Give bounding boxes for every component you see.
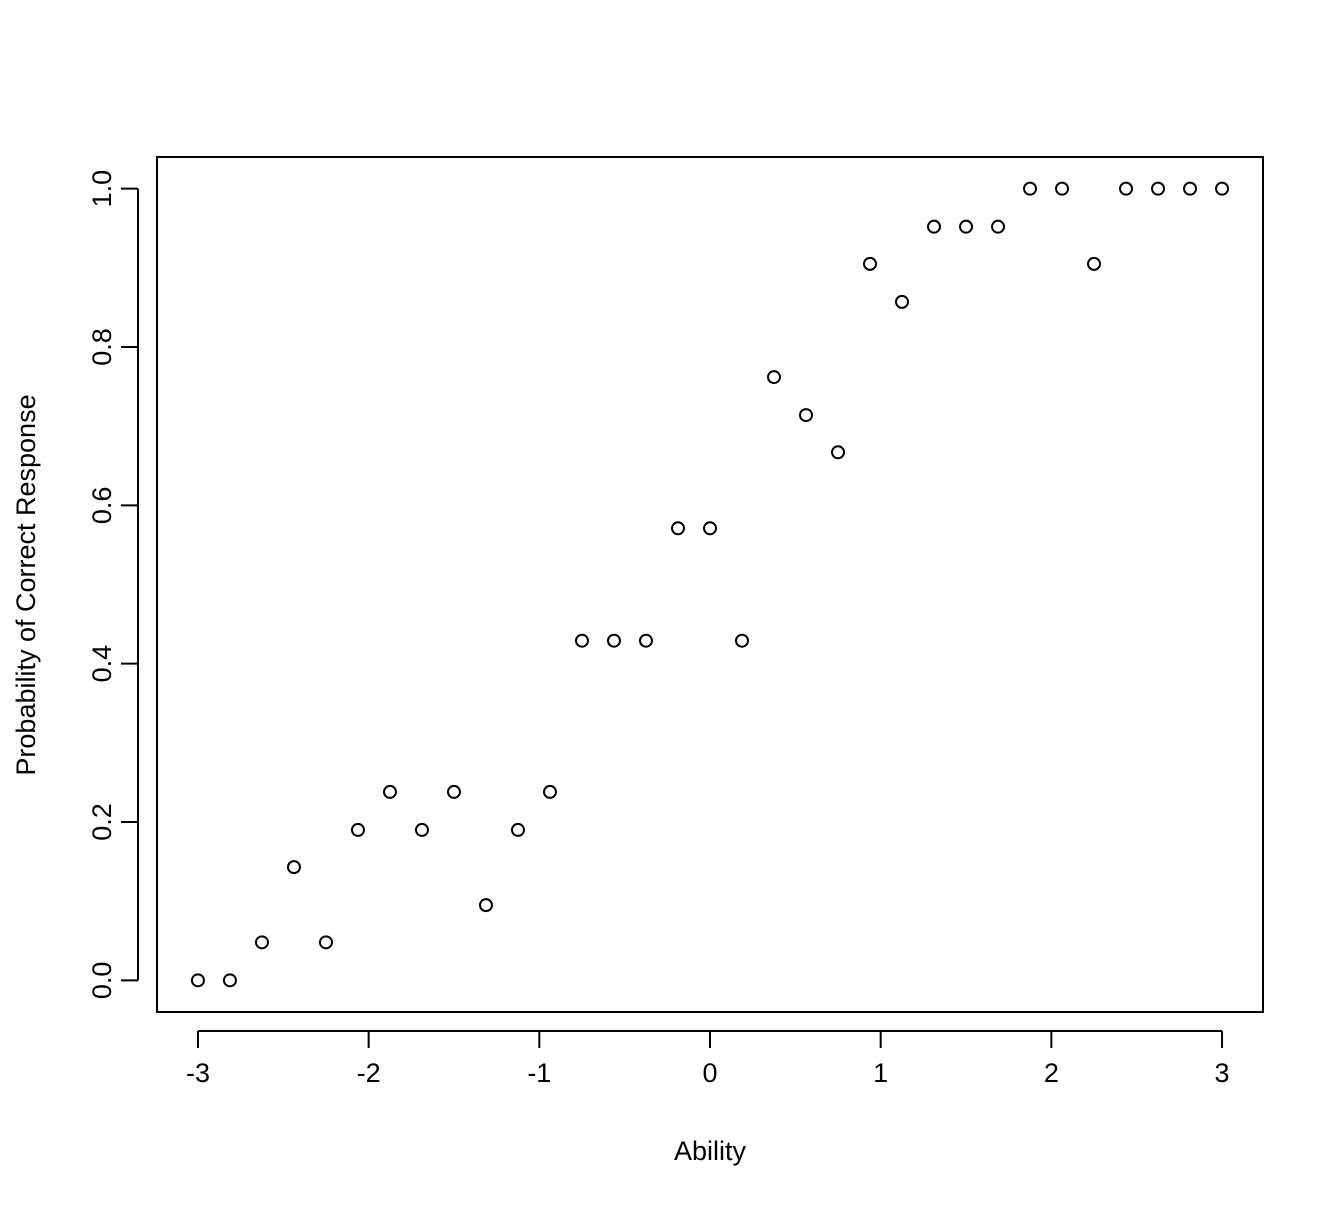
y-tick-label: 0.8 (87, 328, 117, 366)
point (991, 219, 1006, 234)
y-tick-label: 0.0 (87, 962, 117, 1000)
y-tick-label: 0.4 (87, 645, 117, 683)
point (799, 408, 814, 423)
x-tick-label: -3 (186, 1058, 210, 1088)
plot-box (156, 156, 1264, 1013)
point (1119, 181, 1134, 196)
point (478, 898, 493, 913)
point (735, 633, 750, 648)
point (446, 784, 461, 799)
point (703, 521, 717, 536)
point (1023, 181, 1038, 196)
y-axis-label: Probability of Correct Response (11, 394, 41, 775)
point (927, 219, 942, 234)
point (863, 256, 878, 271)
point (414, 822, 429, 837)
point (1183, 181, 1198, 196)
x-axis-label: Ability (674, 1136, 747, 1166)
point (254, 935, 269, 950)
point (574, 633, 589, 648)
point (670, 521, 685, 536)
y-tick-label: 1.0 (87, 170, 117, 208)
point (1215, 181, 1230, 196)
point (286, 860, 301, 875)
point (959, 219, 974, 234)
point (606, 633, 621, 648)
y-tick-label: 0.6 (87, 487, 117, 525)
point (382, 784, 397, 799)
point (895, 294, 910, 309)
point (318, 935, 333, 950)
point (510, 822, 525, 837)
point (831, 445, 846, 460)
x-tick-label: 0 (702, 1058, 717, 1088)
point (1055, 181, 1070, 196)
point (1087, 256, 1102, 271)
point (767, 370, 782, 385)
x-tick-label: 1 (873, 1058, 888, 1088)
x-tick-label: 3 (1215, 1058, 1230, 1088)
point (350, 822, 365, 837)
x-tick-label: 2 (1044, 1058, 1059, 1088)
x-tick-label: -1 (527, 1058, 551, 1088)
point (1151, 181, 1166, 196)
point (222, 973, 237, 988)
point (638, 633, 653, 648)
point (542, 784, 557, 799)
y-tick-label: 0.2 (87, 803, 117, 841)
x-tick-label: -2 (357, 1058, 381, 1088)
point (190, 973, 205, 988)
